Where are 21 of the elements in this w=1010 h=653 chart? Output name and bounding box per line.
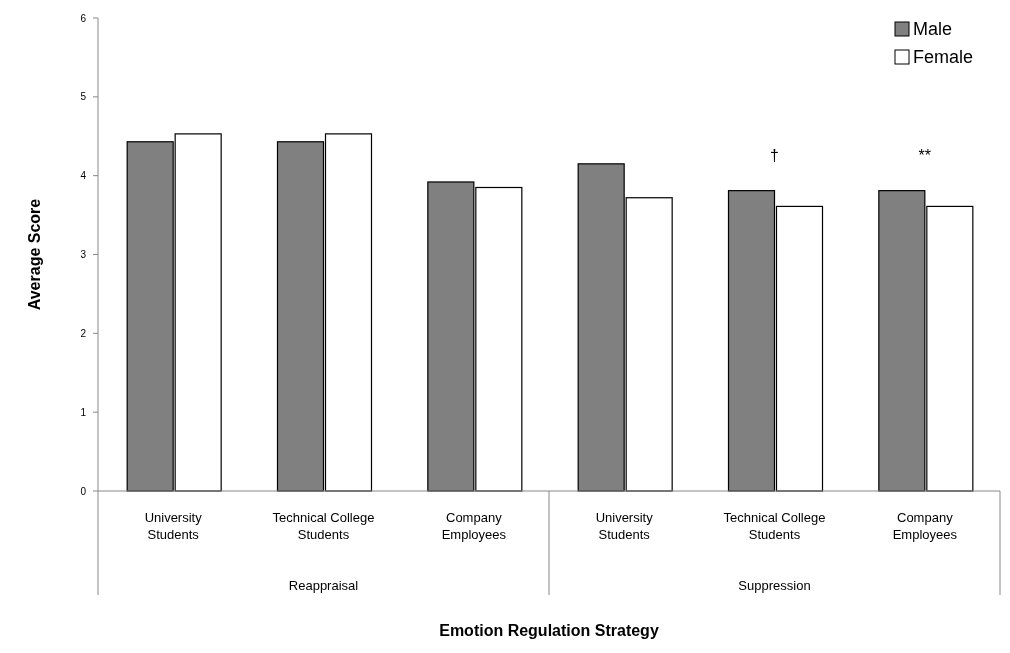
y-tick-label: 0 [80,485,87,497]
annotation: ** [918,146,932,164]
x-tick-label: Technical College Students [272,510,375,542]
y-tick-label: 1 [80,406,87,418]
text: Suppression [738,578,811,593]
x-tick-label: Company Employees [892,510,958,542]
y-axis-title: Average Score [26,198,43,311]
y-tick-label: 2 [80,327,87,339]
x-tick-label: University Students [144,510,203,542]
y-tick-label: 6 [80,12,87,24]
y-tick-label: 3 [80,249,87,260]
legend-label: Female [913,47,974,68]
legend-label: Male [913,19,953,40]
x-axis-title: Emotion Regulation Strategy [439,622,659,639]
x-tick-label: University Students [595,510,654,542]
annotation: † [770,146,779,164]
x-tick-label: Technical College Students [723,510,826,542]
text: Reappraisal [288,578,359,593]
y-tick-label: 5 [80,91,87,103]
x-tick-label: Company Employees [441,510,507,542]
y-tick-label: 4 [80,170,87,182]
